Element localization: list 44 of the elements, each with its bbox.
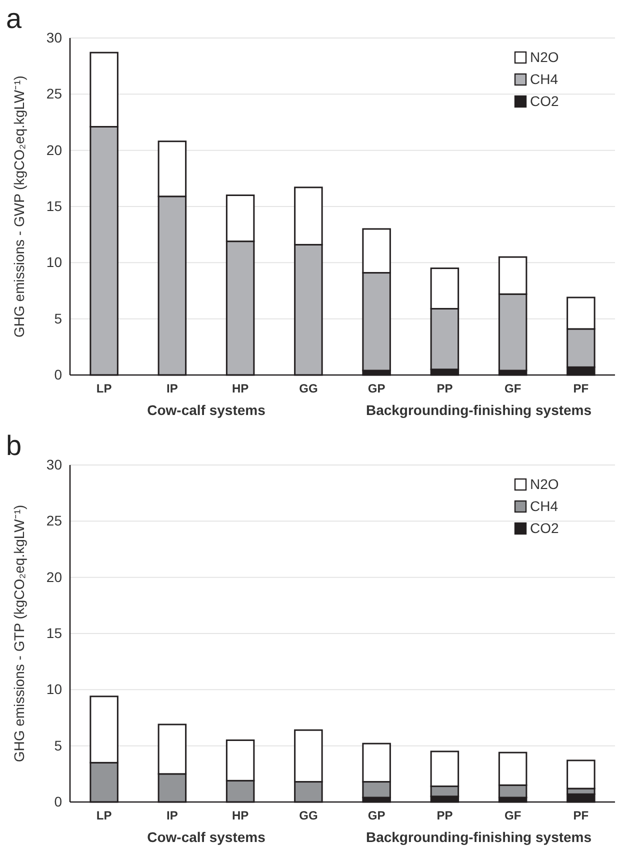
text: Backgrounding-finishing systems [366, 829, 592, 845]
legend-label: CH4 [530, 498, 558, 514]
x-tick-label: IP [166, 382, 178, 396]
x-tick-label: HP [232, 808, 249, 823]
x-tick-label: GP [368, 382, 386, 396]
x-tick-label: GF [504, 808, 522, 823]
y-tick-label: 5 [54, 737, 62, 754]
x-tick-label: LP [96, 808, 112, 823]
y-tick-label: 25 [46, 512, 62, 529]
chart-title: a [6, 3, 22, 34]
x-tick-label: GP [368, 808, 386, 823]
x-tick-label: PF [573, 382, 589, 396]
legend-label: CH4 [530, 71, 558, 87]
x-tick-label: PP [436, 808, 453, 823]
y-axis-title: GHG emissions - GTP (kgCO₂eq.kgLW⁻¹) [11, 504, 27, 762]
text: Cow-calf systems [147, 402, 266, 418]
x-tick-label: LP [96, 382, 112, 396]
y-axis-title: GHG emissions - GWP (kgCO₂eq.kgLW⁻¹) [11, 76, 27, 338]
y-tick-label: 0 [54, 793, 62, 810]
text: Backgrounding-finishing systems [366, 402, 592, 418]
y-tick-label: 10 [46, 681, 62, 698]
x-tick-label: GF [504, 382, 522, 396]
x-tick-label: PP [436, 382, 453, 396]
y-tick-label: 20 [46, 568, 62, 585]
legend-label: CO2 [530, 520, 559, 536]
text: Cow-calf systems [147, 829, 266, 845]
y-tick-label: 10 [46, 254, 62, 270]
chart-title: b [6, 430, 22, 461]
legend-label: N2O [530, 476, 559, 492]
y-tick-label: 30 [46, 456, 62, 472]
y-tick-label: 20 [46, 142, 62, 158]
y-tick-label: 0 [54, 366, 62, 382]
x-tick-label: GG [299, 382, 318, 396]
y-tick-label: 15 [46, 624, 62, 641]
x-tick-label: GG [299, 808, 318, 823]
y-tick-label: 5 [54, 310, 62, 326]
legend-label: N2O [530, 49, 559, 65]
y-tick-label: 30 [46, 29, 62, 46]
x-tick-label: HP [232, 382, 249, 396]
y-tick-label: 25 [46, 86, 62, 102]
x-tick-label: IP [166, 808, 178, 823]
y-tick-label: 15 [46, 198, 62, 214]
x-tick-label: PF [573, 808, 589, 823]
legend-label: CO2 [530, 93, 559, 109]
